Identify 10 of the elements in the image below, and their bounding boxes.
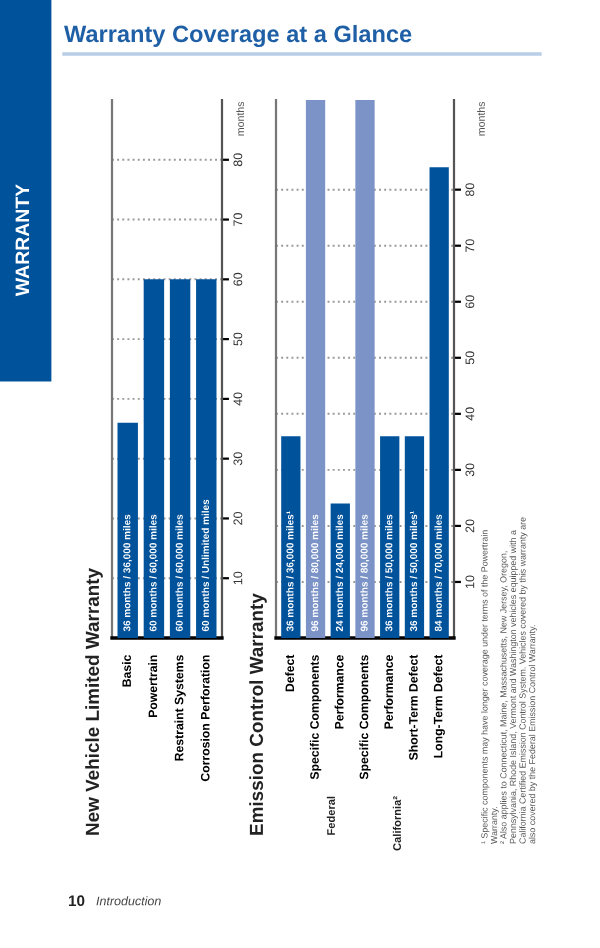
bar	[281, 436, 301, 638]
bar	[355, 100, 375, 638]
text: New Vehicle Limited Warranty	[85, 568, 103, 835]
text: Emission Control Warranty	[249, 593, 267, 835]
bar	[429, 167, 449, 638]
bar	[380, 436, 400, 638]
bar	[404, 436, 425, 638]
text: WARRANTY	[15, 184, 30, 297]
text: Warranty Coverage at a Glance	[64, 24, 412, 48]
bar	[305, 100, 326, 638]
